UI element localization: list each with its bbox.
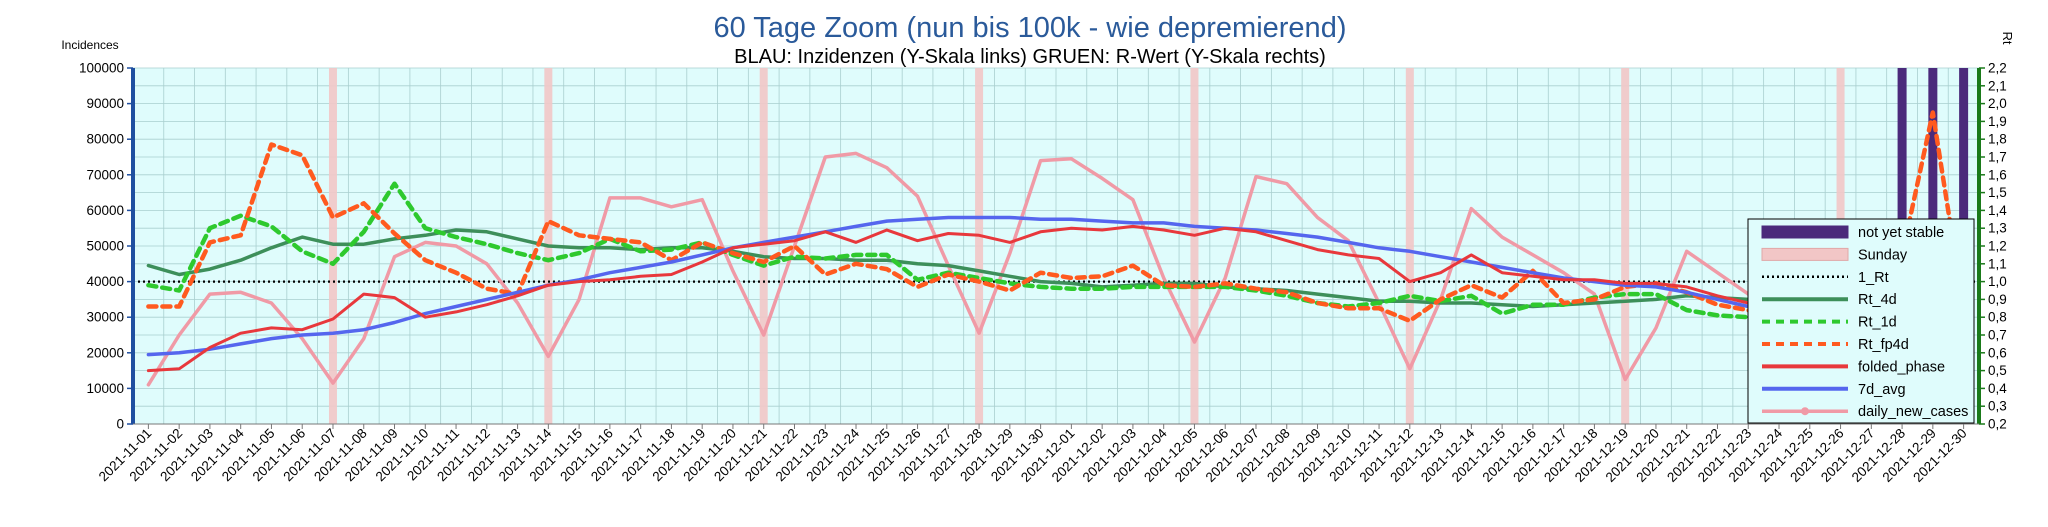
y-right-tick-label: 0,6 bbox=[1988, 345, 2007, 360]
series-folded-phase bbox=[146, 224, 1966, 373]
y-left-tick-label: 80000 bbox=[86, 132, 124, 147]
y-right-tick-label: 0,5 bbox=[1988, 363, 2007, 378]
y-right-tick-label: 0,4 bbox=[1988, 381, 2007, 396]
y-left-tick-label: 40000 bbox=[86, 274, 124, 289]
y-left-tick-label: 90000 bbox=[86, 96, 124, 111]
y-right-tick-label: 1,1 bbox=[1988, 256, 2007, 271]
y-right-tick-label: 0,7 bbox=[1988, 328, 2007, 343]
legend-label: 7d_avg bbox=[1858, 382, 1906, 398]
sunday-band bbox=[1405, 68, 1414, 424]
y-right-tick-label: 1,4 bbox=[1988, 203, 2007, 218]
legend-marker bbox=[1801, 407, 1809, 416]
y-right-tick-label: 0,2 bbox=[1988, 417, 2007, 432]
series-7d-avg bbox=[146, 215, 1966, 357]
sunday-band bbox=[759, 68, 768, 424]
y-left-axis-label: Incidences bbox=[61, 38, 118, 52]
legend-label: Rt_1d bbox=[1858, 315, 1897, 331]
y-right-tick-label: 1,0 bbox=[1988, 274, 2007, 289]
y-right-tick-label: 0,9 bbox=[1988, 292, 2007, 307]
sunday-band bbox=[1621, 68, 1630, 424]
y-left-tick-label: 50000 bbox=[86, 239, 124, 254]
y-left-tick-label: 100000 bbox=[79, 61, 124, 76]
y-left-tick-label: 60000 bbox=[86, 203, 124, 218]
y-right-tick-label: 1,6 bbox=[1988, 167, 2007, 182]
y-right-tick-label: 2,1 bbox=[1988, 78, 2007, 93]
y-left-tick-label: 70000 bbox=[86, 167, 124, 182]
y-right-tick-label: 1,3 bbox=[1988, 221, 2007, 236]
y-right-tick-label: 0,3 bbox=[1988, 399, 2007, 414]
y-right-tick-label: 1,5 bbox=[1988, 185, 2007, 200]
y-right-tick-label: 1,7 bbox=[1988, 150, 2007, 165]
y-right-tick-label: 2,2 bbox=[1988, 61, 2007, 76]
chart-subtitle: BLAU: Inzidenzen (Y-Skala links) GRUEN: … bbox=[734, 46, 1326, 68]
series-daily-new-cases bbox=[146, 151, 1966, 389]
y-right-tick-label: 1,8 bbox=[1988, 132, 2007, 147]
y-right-tick-label: 0,8 bbox=[1988, 310, 2007, 325]
legend-label: 1_Rt bbox=[1858, 270, 1889, 286]
series-Rt-1d bbox=[146, 181, 1966, 334]
legend-label: Sunday bbox=[1858, 247, 1908, 263]
y-left-tick-label: 10000 bbox=[86, 381, 124, 396]
legend: not yet stable Sunday 1_Rt Rt_4d Rt_1d Rt_fp4… bbox=[1747, 218, 1975, 424]
series-lines bbox=[133, 110, 1979, 389]
y-right-tick-label: 2,0 bbox=[1988, 96, 2007, 111]
legend-swatch bbox=[1761, 225, 1849, 239]
chart-title: 60 Tage Zoom (nun bis 100k - wie depremi… bbox=[714, 12, 1347, 44]
axes: 0 10000 20000 30000 40000 50000 60000 70000 8000… bbox=[79, 61, 2007, 485]
sunday-band bbox=[975, 68, 984, 424]
legend-label: Rt_4d bbox=[1858, 292, 1897, 308]
y-right-tick-label: 1,2 bbox=[1988, 239, 2007, 254]
sunday-band bbox=[1190, 68, 1199, 424]
legend-label: Rt_fp4d bbox=[1858, 337, 1909, 353]
legend-swatch bbox=[1761, 247, 1849, 261]
legend-label: daily_new_cases bbox=[1858, 404, 1968, 420]
y-left-tick-label: 30000 bbox=[86, 310, 124, 325]
y-right-tick-label: 1,9 bbox=[1988, 114, 2007, 129]
sunday-band bbox=[328, 68, 337, 424]
legend-label: folded_phase bbox=[1858, 359, 1945, 375]
y-right-axis-label: Rt bbox=[2000, 32, 2015, 45]
y-left-tick-label: 0 bbox=[116, 417, 124, 432]
legend-label: not yet stable bbox=[1858, 225, 1944, 241]
y-left-tick-label: 20000 bbox=[86, 345, 124, 360]
